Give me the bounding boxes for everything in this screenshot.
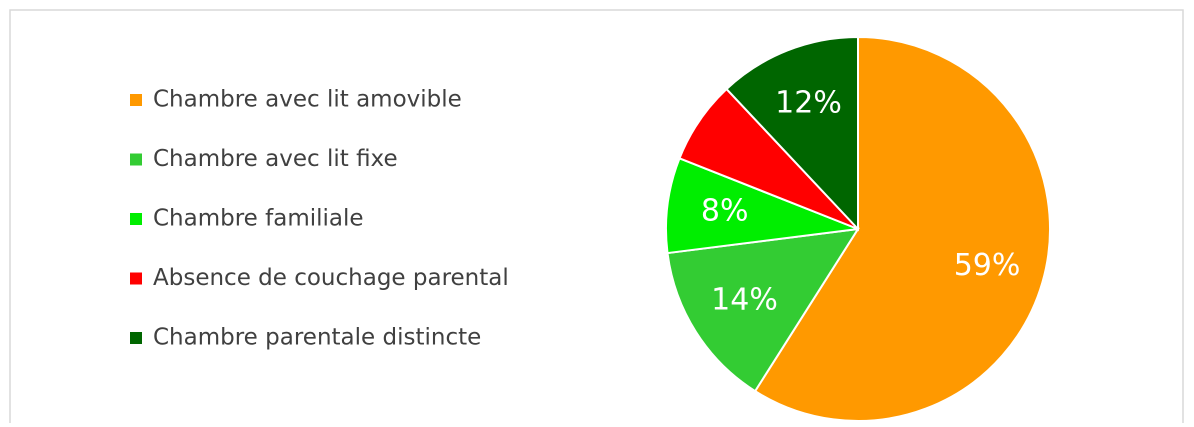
legend-label: Chambre familiale [153, 206, 364, 232]
legend-swatch [130, 213, 142, 225]
slice-label: 59% [954, 248, 1021, 283]
pie-slice [753, 35, 1051, 422]
legend-swatch [130, 153, 142, 166]
legend-swatch [130, 94, 142, 106]
legend-swatch [130, 332, 142, 344]
slice-label: 12% [775, 86, 842, 121]
legend-label: Chambre avec lit amovible [153, 87, 462, 113]
legend-label: Chambre parentale distincte [153, 325, 481, 351]
legend-label: Absence de couchage parental [153, 265, 509, 291]
legend-label: Chambre avec lit fixe [153, 146, 398, 172]
legend-swatch [130, 272, 142, 285]
pie-slice [725, 35, 859, 232]
pie-slice [666, 227, 860, 393]
slice-label: 8% [701, 194, 749, 229]
slice-label: 14% [711, 283, 778, 318]
chart-border [9, 9, 1184, 423]
pie-slice [665, 157, 859, 255]
